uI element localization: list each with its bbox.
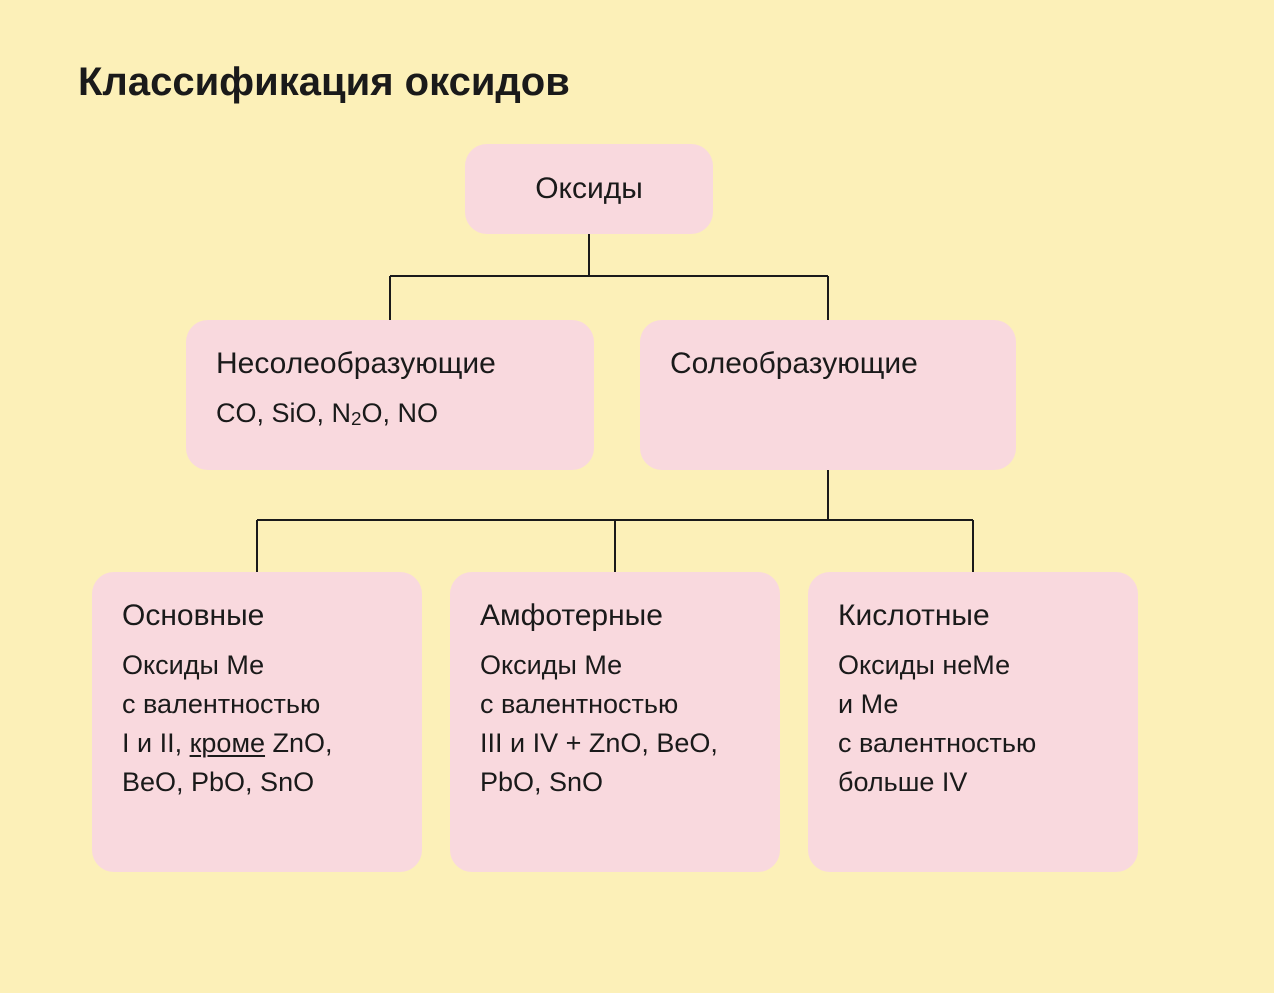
node-basic-label: Основные [122, 598, 392, 634]
node-non-salt-forming: Несолеобразующие CO, SiO, N2O, NO [186, 320, 594, 470]
node-root: Оксиды [465, 144, 713, 234]
node-salt-forming-label: Солеобразующие [670, 346, 986, 382]
node-salt-forming: Солеобразующие [640, 320, 1016, 470]
node-amphoteric: Амфотерные Оксиды Мес валентностьюIII и … [450, 572, 780, 872]
node-acidic-desc: Оксиды неМеи Мес валентностьюбольше IV [838, 646, 1108, 803]
node-amphoteric-label: Амфотерные [480, 598, 750, 634]
node-basic-desc: Оксиды Мес валентностьюI и II, кроме ZnO… [122, 646, 392, 803]
node-acidic: Кислотные Оксиды неМеи Мес валентностьюб… [808, 572, 1138, 872]
node-amphoteric-desc: Оксиды Мес валентностьюIII и IV + ZnO, B… [480, 646, 750, 803]
node-acidic-label: Кислотные [838, 598, 1108, 634]
node-root-label: Оксиды [535, 171, 643, 207]
node-non-salt-forming-sub: CO, SiO, N2O, NO [216, 394, 564, 433]
node-non-salt-forming-label: Несолеобразующие [216, 346, 564, 382]
node-basic: Основные Оксиды Мес валентностьюI и II, … [92, 572, 422, 872]
diagram-canvas: Классификация оксидов Оксиды Несолеобраз… [0, 0, 1274, 993]
diagram-title: Классификация оксидов [78, 60, 570, 105]
